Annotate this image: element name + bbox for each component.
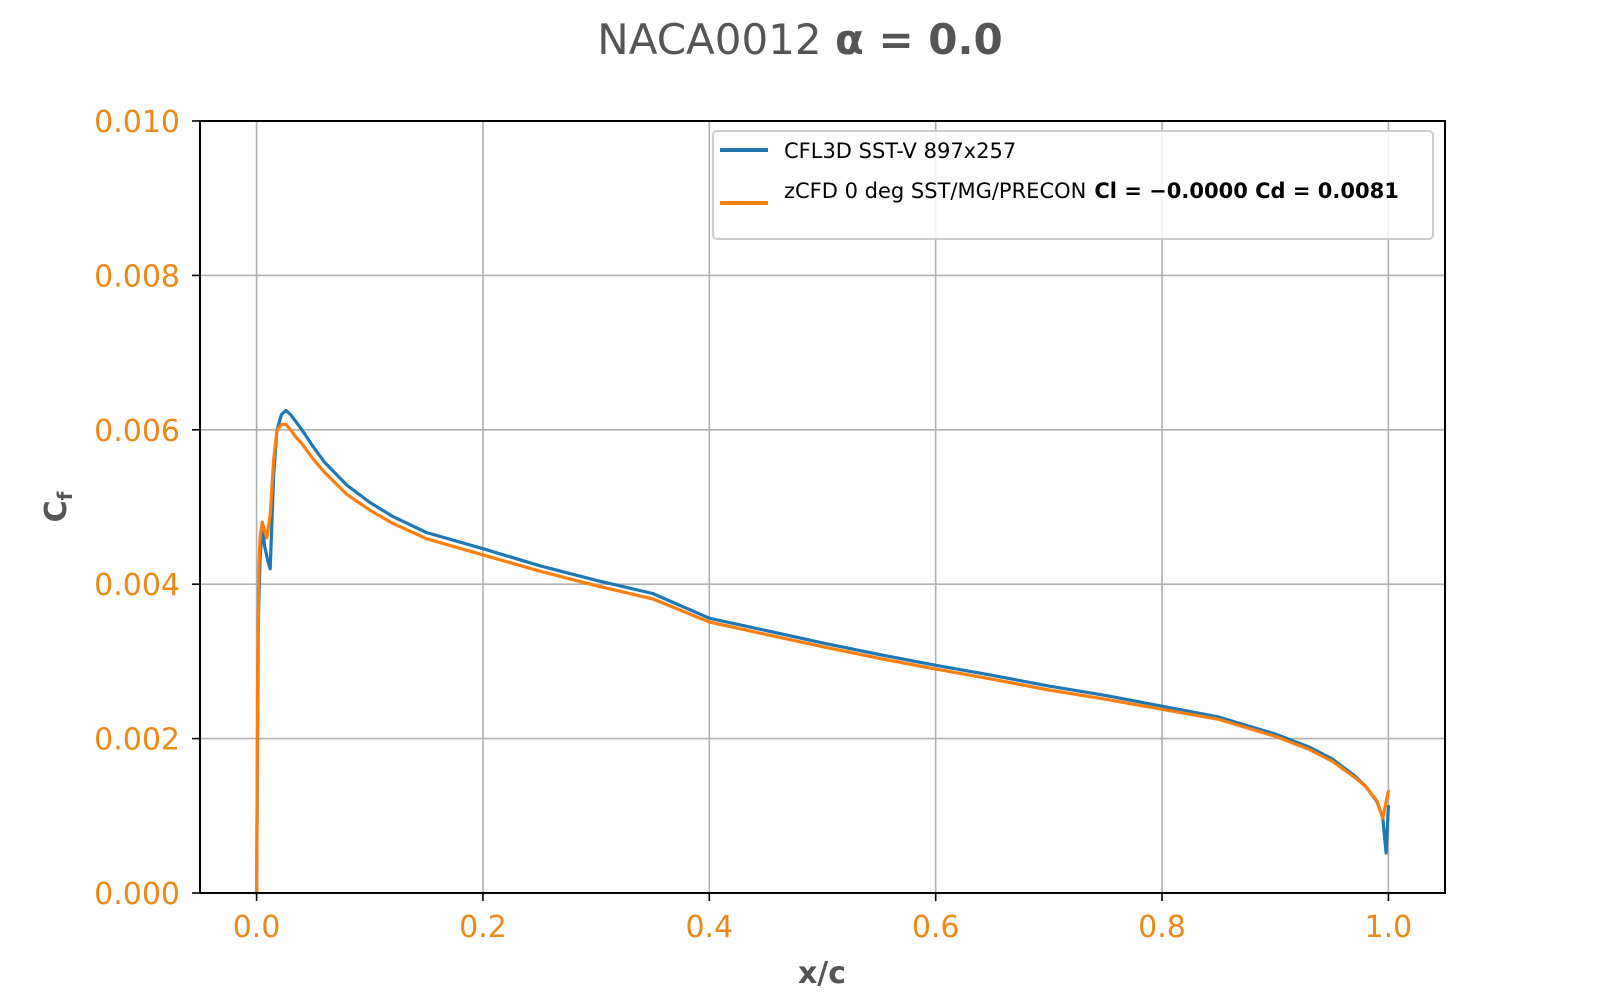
grid <box>200 121 1445 893</box>
legend-label-zcfd-coeffs: Cl = −0.0000 Cd = 0.0081 <box>1094 179 1398 203</box>
y-tick-label: 0.008 <box>94 259 180 294</box>
y-tick-label: 0.002 <box>94 723 180 758</box>
legend-label-zcfd-name: zCFD 0 deg SST/MG/PRECON <box>784 179 1086 203</box>
series-layer <box>255 408 1391 895</box>
x-tick-label: 0.2 <box>459 910 507 945</box>
x-tick-label: 0.8 <box>1138 910 1186 945</box>
legend-box <box>712 130 1434 240</box>
y-tick-label: 0.004 <box>94 568 180 603</box>
x-tick-label: 0.0 <box>233 910 281 945</box>
chart-title: NACA0012 α = 0.0 <box>597 15 1002 64</box>
x-ticks: 0.0 0.2 0.4 0.6 0.8 1.0 <box>233 893 1413 945</box>
x-tick-label: 0.6 <box>912 910 960 945</box>
legend-label-zcfd: zCFD 0 deg SST/MG/PRECON Cl = −0.0000 Cd … <box>784 179 1399 203</box>
y-axis-label-sub: f <box>53 491 77 500</box>
y-tick-label: 0.000 <box>94 877 180 912</box>
x-tick-label: 1.0 <box>1365 910 1413 945</box>
legend: CFL3D SST-V 897x257 zCFD 0 deg SST/MG/PR… <box>712 130 1434 240</box>
plot-frame <box>199 120 1446 894</box>
series-line-0 <box>255 408 1391 895</box>
y-axis-label: Cf <box>39 491 77 522</box>
y-axis-label-base: C <box>39 500 74 522</box>
legend-label-cfl3d: CFL3D SST-V 897x257 <box>784 139 1016 163</box>
y-ticks: 0.000 0.002 0.004 0.006 0.008 0.010 <box>94 105 200 912</box>
y-tick-label: 0.006 <box>94 414 180 449</box>
y-tick-label: 0.010 <box>94 105 180 140</box>
x-axis-label: x/c <box>798 956 846 991</box>
x-tick-label: 0.4 <box>685 910 733 945</box>
series-line-1 <box>255 422 1391 895</box>
chart-title-prefix: NACA0012 <box>597 15 835 64</box>
chart-title-math: α = 0.0 <box>835 15 1003 64</box>
